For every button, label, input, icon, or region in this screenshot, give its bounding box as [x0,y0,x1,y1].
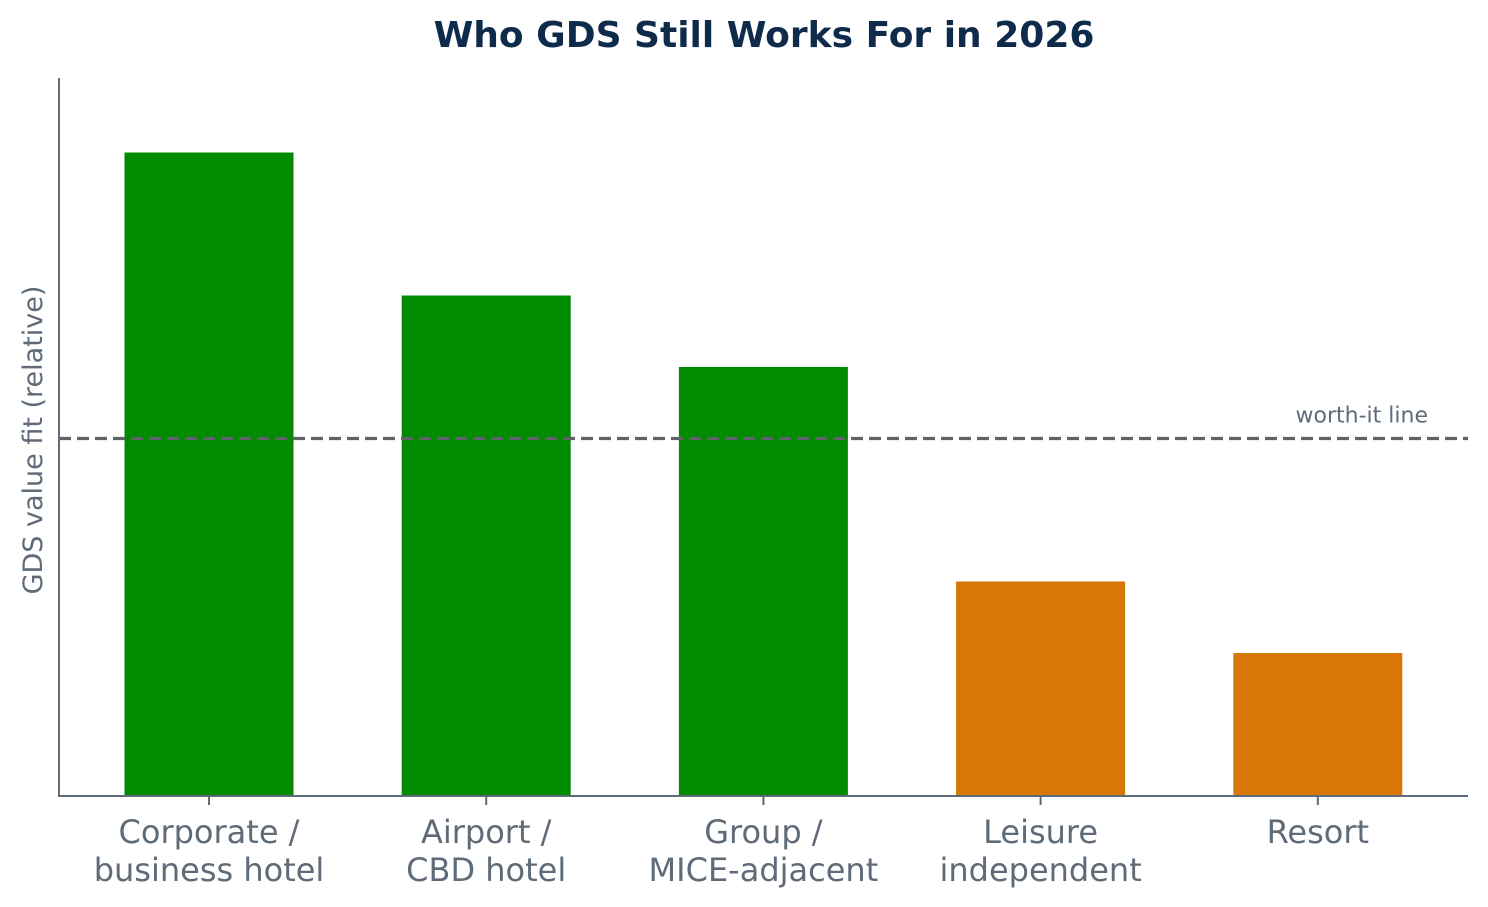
x-tick-label: Leisure independent [939,813,1141,889]
x-tick-label-line: Corporate / [119,813,300,851]
x-tick-label-line: business hotel [94,851,325,889]
x-tick-label-line: Leisure [983,813,1098,851]
bar [678,367,848,796]
x-tick-label-line: Airport / [421,813,552,851]
x-tick-label-line: Group / [704,813,823,851]
x-tick-label-line: independent [939,851,1141,889]
bar [124,152,294,796]
x-tick-label: Corporate / business hotel [94,813,325,889]
bar [956,581,1126,796]
chart-title: Who GDS Still Works For in 2026 [434,15,1095,56]
x-tick-label: Resort [1267,813,1369,851]
y-axis-label: GDS value fit (relative) [18,286,49,595]
bar [1233,653,1403,796]
reference-line-label: worth-it line [1296,404,1428,429]
plot-area: worth-it line Corporate / business hotel Ai… [58,78,1468,889]
x-tick-label-line: Resort [1267,813,1369,851]
x-tick-label: Airport / CBD hotel [406,813,566,889]
bar [401,295,571,796]
x-tick-label-line: CBD hotel [406,851,566,889]
x-tick-label: Group / MICE-adjacent [649,813,879,889]
x-tick-label-line: MICE-adjacent [649,851,879,889]
